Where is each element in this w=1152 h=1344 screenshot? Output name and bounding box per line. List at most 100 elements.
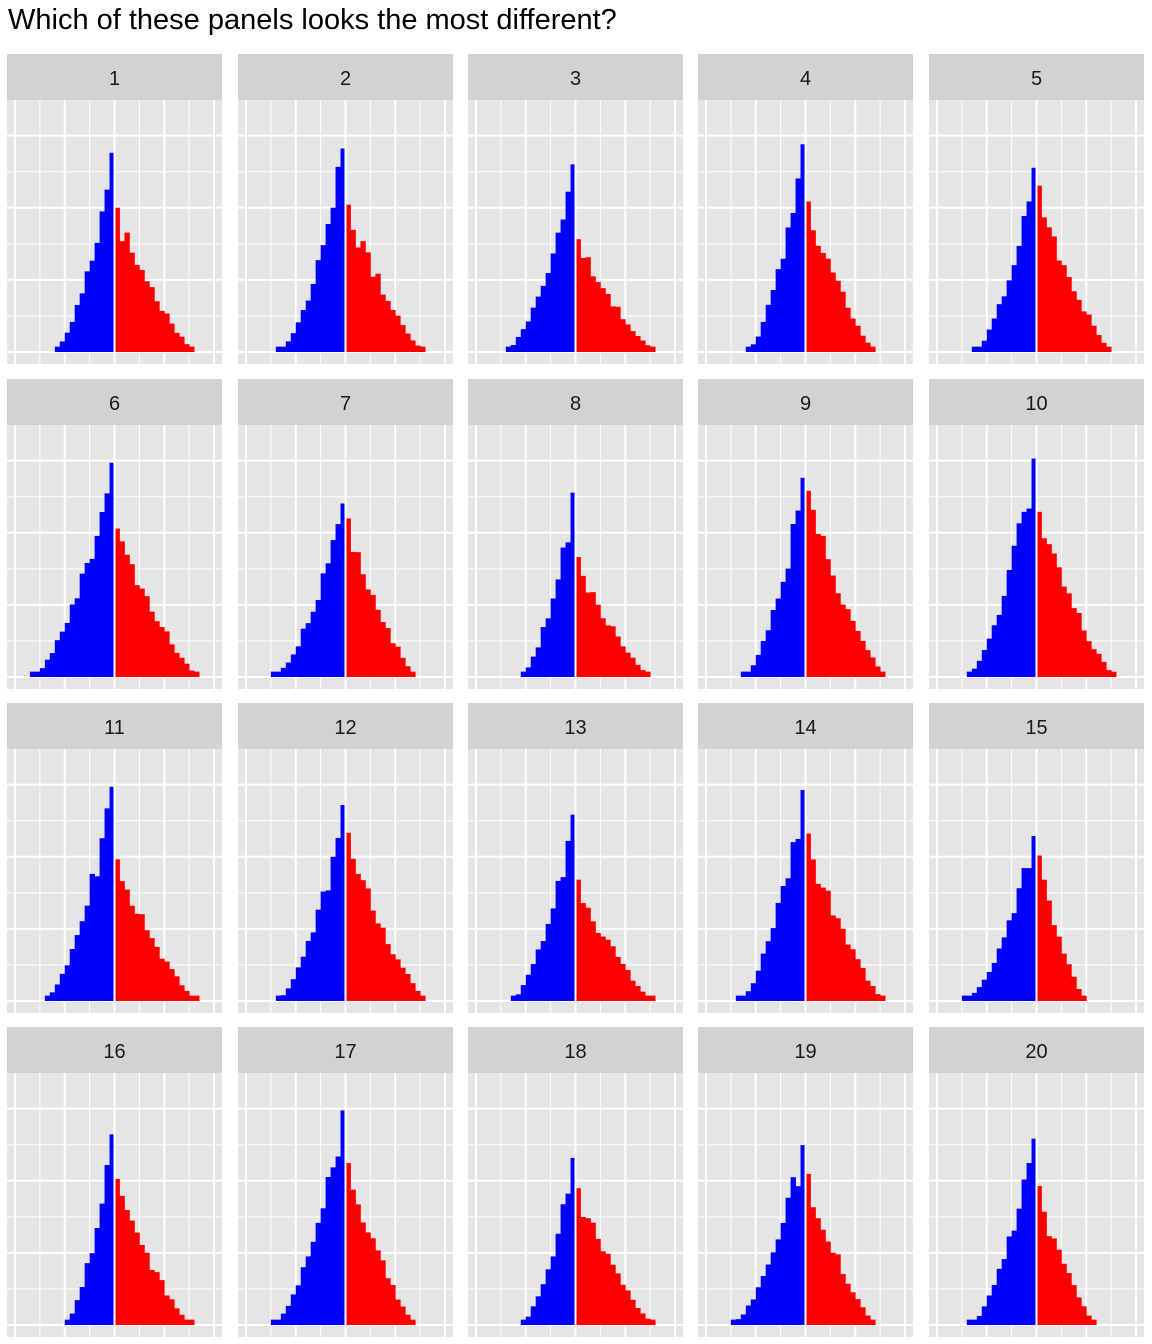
bar-positive (635, 985, 641, 1001)
panel-14: 14 (698, 703, 913, 1013)
bar-negative (69, 604, 76, 677)
bar-positive (835, 918, 841, 1001)
bar-negative (89, 260, 95, 352)
bar-positive (194, 671, 200, 677)
panel-label: 2 (340, 68, 351, 90)
bar-negative (981, 979, 988, 1001)
bar-negative (104, 808, 110, 1001)
bar-positive (645, 345, 651, 352)
bar-negative (64, 1319, 71, 1325)
bar-positive (149, 938, 155, 1001)
bar-negative (530, 307, 537, 352)
bar-positive (1041, 879, 1047, 1001)
bar-negative (540, 1284, 547, 1325)
bar-negative (1021, 868, 1027, 1001)
bar-negative (540, 627, 547, 677)
bar-negative (750, 1299, 757, 1325)
panel-5: 5 (929, 54, 1144, 364)
bar-positive (580, 575, 586, 677)
bar-positive (164, 1295, 170, 1325)
bar-positive (124, 232, 130, 352)
bar-negative (755, 654, 762, 677)
bar-positive (585, 907, 591, 1001)
bar-positive (595, 1238, 601, 1325)
bar-positive (164, 631, 170, 677)
bar-negative (540, 285, 547, 352)
bar-positive (390, 954, 396, 1001)
bar-positive (355, 873, 361, 1001)
bar-positive (1076, 299, 1082, 352)
bar-positive (149, 1269, 155, 1325)
bar-negative (755, 336, 762, 352)
bar-positive (179, 336, 185, 352)
panel-strip (238, 1027, 453, 1073)
bar-negative (795, 838, 801, 1001)
bar-positive (119, 241, 125, 352)
bar-positive (1046, 900, 1052, 1001)
bar-negative (64, 332, 71, 352)
bar-negative (525, 1316, 532, 1325)
bar-positive (635, 1308, 641, 1325)
bar-positive (360, 574, 366, 677)
panel-strip (7, 54, 222, 100)
bar-positive (355, 1204, 361, 1325)
bar-positive (144, 930, 150, 1001)
bar-negative (745, 346, 752, 352)
bar-negative (555, 579, 561, 677)
bar-negative (34, 671, 41, 677)
bar-negative (295, 646, 302, 677)
bar-positive (1076, 612, 1082, 677)
bar-negative (310, 611, 317, 677)
bar-positive (174, 976, 180, 1001)
panel-label: 14 (794, 717, 816, 739)
bar-positive (365, 888, 371, 1001)
bar-positive (1101, 661, 1107, 677)
bar-negative (320, 573, 326, 677)
bar-negative (280, 1313, 287, 1325)
bar-positive (1086, 1315, 1092, 1325)
bar-positive (575, 879, 581, 1001)
bar-negative (996, 948, 1003, 1001)
bar-negative (530, 964, 537, 1001)
bar-positive (640, 340, 646, 352)
bar-positive (590, 276, 596, 352)
bar-positive (179, 1314, 185, 1325)
bar-negative (976, 987, 983, 1001)
bar-positive (1061, 953, 1067, 1001)
bar-positive (625, 324, 631, 352)
bar-positive (400, 657, 406, 677)
bar-positive (865, 980, 871, 1001)
bar-negative (750, 665, 757, 677)
bar-negative (74, 304, 81, 352)
bar-positive (174, 1308, 180, 1325)
bar-positive (835, 280, 841, 352)
bar-positive (845, 944, 851, 1001)
panel-2: 2 (238, 54, 453, 364)
bar-positive (1071, 608, 1077, 677)
bar-negative (270, 1319, 277, 1325)
panel-strip (238, 379, 453, 425)
bar-positive (590, 1222, 596, 1325)
bar-positive (615, 1273, 621, 1325)
bar-positive (1066, 964, 1072, 1001)
bar-positive (580, 258, 586, 352)
panel-label: 12 (334, 717, 356, 739)
bar-positive (1041, 1211, 1047, 1325)
bar-positive (385, 944, 391, 1001)
bar-negative (335, 524, 341, 677)
panel-strip (929, 379, 1144, 425)
bar-negative (570, 814, 576, 1001)
bar-positive (159, 1280, 165, 1325)
bar-positive (1056, 567, 1062, 677)
bar-negative (976, 1315, 983, 1325)
bar-positive (139, 270, 145, 352)
bar-negative (555, 880, 561, 1001)
bar-negative (730, 1319, 737, 1325)
bar-negative (750, 983, 757, 1001)
bar-positive (615, 636, 621, 677)
bar-negative (104, 189, 110, 352)
bar-negative (795, 1186, 801, 1325)
bar-negative (755, 1287, 762, 1325)
bar-positive (620, 319, 626, 352)
bar-negative (530, 1306, 537, 1325)
